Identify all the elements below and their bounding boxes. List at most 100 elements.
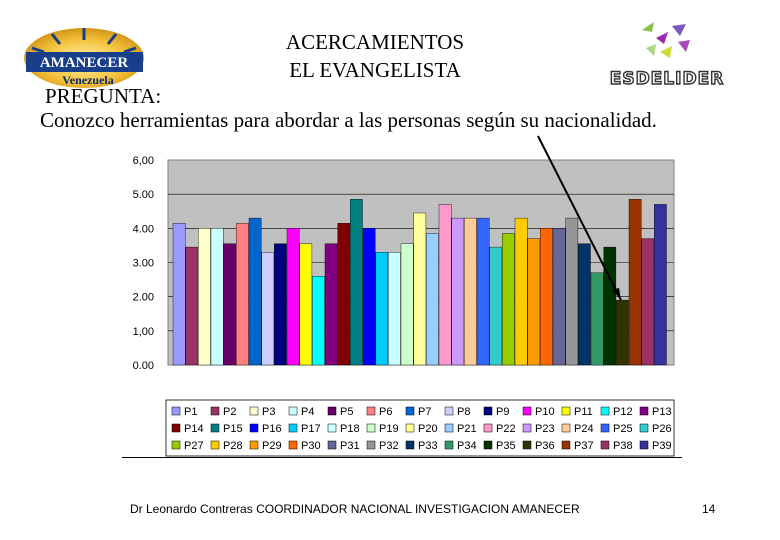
y-tick-label: 5.00 <box>133 189 154 201</box>
bar-p34 <box>590 272 604 366</box>
legend-label-p13: P13 <box>652 406 672 418</box>
bar-p29 <box>527 238 541 366</box>
legend-swatch-p15 <box>210 423 220 433</box>
legend-label-p30: P30 <box>301 440 321 452</box>
legend-label-p20: P20 <box>418 423 438 435</box>
bar-p28 <box>514 217 528 366</box>
legend-swatch-p21 <box>444 423 454 433</box>
legend-swatch-p31 <box>327 440 337 450</box>
bar-p32 <box>565 217 579 366</box>
legend-label-p38: P38 <box>613 440 633 452</box>
bar-p15 <box>350 199 363 366</box>
legend-label-p33: P33 <box>418 440 438 452</box>
legend-label-p23: P23 <box>535 423 555 435</box>
legend-swatch-p19 <box>366 423 376 433</box>
legend-label-p36: P36 <box>535 440 555 452</box>
bar-p39 <box>654 204 667 366</box>
legend-swatch-p34 <box>444 440 454 450</box>
legend-label-p22: P22 <box>496 423 516 435</box>
legend-swatch-p8 <box>444 406 454 416</box>
bar-p16 <box>362 228 376 366</box>
y-tick-label: 2.00 <box>133 292 154 304</box>
legend-label-p5: P5 <box>340 406 353 418</box>
bar-p30 <box>540 228 553 366</box>
bar-p10 <box>286 228 300 366</box>
legend-swatch-p18 <box>327 423 337 433</box>
bar-p3 <box>198 228 211 366</box>
legend-swatch-p29 <box>249 440 259 450</box>
bar-p14 <box>337 222 351 366</box>
legend-label-p28: P28 <box>223 440 243 452</box>
legend-swatch-p17 <box>288 423 298 433</box>
legend-label-p18: P18 <box>340 423 360 435</box>
bar-chart: 0.001,002.003.004.005.006,00 P1 P2 P3 P4 P5 P… <box>133 155 675 457</box>
legend-label-p16: P16 <box>262 423 282 435</box>
legend-swatch-p9 <box>483 406 493 416</box>
bar-p23 <box>451 217 465 366</box>
legend-label-p35: P35 <box>496 440 516 452</box>
bar-p22 <box>438 204 452 366</box>
esdelider-text: ESDELIDER <box>610 69 725 89</box>
bar-p33 <box>578 243 591 366</box>
y-axis-ticks: 0.00 1,00 2.00 3.00 4.00 5.00 6,00 <box>133 155 154 372</box>
legend-swatch-p36 <box>522 440 532 450</box>
bar-p17 <box>375 252 389 366</box>
bar-p2 <box>185 246 199 366</box>
legend-swatch-p30 <box>288 440 298 450</box>
legend-swatch-p10 <box>522 406 532 416</box>
legend-swatch-p7 <box>405 406 415 416</box>
bar-p38 <box>641 238 655 366</box>
legend-swatch-p12 <box>600 406 610 416</box>
legend-label-p11: P11 <box>574 406 593 418</box>
legend-label-p10: P10 <box>535 406 555 418</box>
legend-swatch-p28 <box>210 440 220 450</box>
legend-swatch-p25 <box>600 423 610 433</box>
legend-label-p17: P17 <box>301 423 321 435</box>
legend-swatch-p16 <box>249 423 259 433</box>
bar-p24 <box>464 217 477 366</box>
legend-label-p15: P15 <box>223 423 243 435</box>
bar-p4 <box>210 228 224 366</box>
y-tick-label: 3.00 <box>133 258 154 270</box>
legend-label-p1: P1 <box>184 406 197 418</box>
bar-p35 <box>603 246 617 366</box>
title-line-2: EL EVANGELISTA <box>289 58 461 82</box>
legend-label-p7: P7 <box>418 406 431 418</box>
legend-swatch-p24 <box>561 423 571 433</box>
legend-label-p12: P12 <box>613 406 633 418</box>
bar-p13 <box>324 243 338 366</box>
legend-label-p25: P25 <box>613 423 633 435</box>
bar-p36 <box>616 299 629 366</box>
amanecer-venezuela-logo: AMANECER Venezuela <box>24 28 144 88</box>
legend-label-p31: P31 <box>340 440 360 452</box>
question-text: Conozco herramientas para abordar a las … <box>40 108 657 132</box>
legend-swatch-p14 <box>171 423 181 433</box>
legend-swatch-p4 <box>288 406 298 416</box>
bar-p1 <box>172 222 186 366</box>
bar-p5 <box>223 243 237 366</box>
bar-p11 <box>299 243 313 366</box>
legend-label-p14: P14 <box>184 423 204 435</box>
legend-swatch-p1 <box>171 406 181 416</box>
legend-swatch-p26 <box>639 423 649 433</box>
bar-p27 <box>502 233 515 366</box>
slide-title: ACERCAMIENTOS EL EVANGELISTA <box>200 28 550 84</box>
legend-label-p3: P3 <box>262 406 275 418</box>
title-line-1: ACERCAMIENTOS <box>285 30 465 54</box>
legend-swatch-p11 <box>561 406 571 416</box>
legend-label-p37: P37 <box>574 440 594 452</box>
logo-main-text: AMANECER <box>40 55 128 71</box>
y-tick-label: 6,00 <box>133 155 154 167</box>
legend-label-p4: P4 <box>301 406 314 418</box>
legend-label-p26: P26 <box>652 423 672 435</box>
legend-swatch-p20 <box>405 423 415 433</box>
legend-label-p21: P21 <box>457 423 477 435</box>
legend-swatch-p13 <box>639 406 649 416</box>
legend-swatch-p39 <box>639 440 649 450</box>
legend-label-p29: P29 <box>262 440 282 452</box>
y-tick-label: 4.00 <box>133 223 154 235</box>
legend-label-p6: P6 <box>379 406 392 418</box>
bar-p6 <box>236 222 249 366</box>
bar-p25 <box>476 217 490 366</box>
y-tick-label: 1,00 <box>133 326 154 338</box>
